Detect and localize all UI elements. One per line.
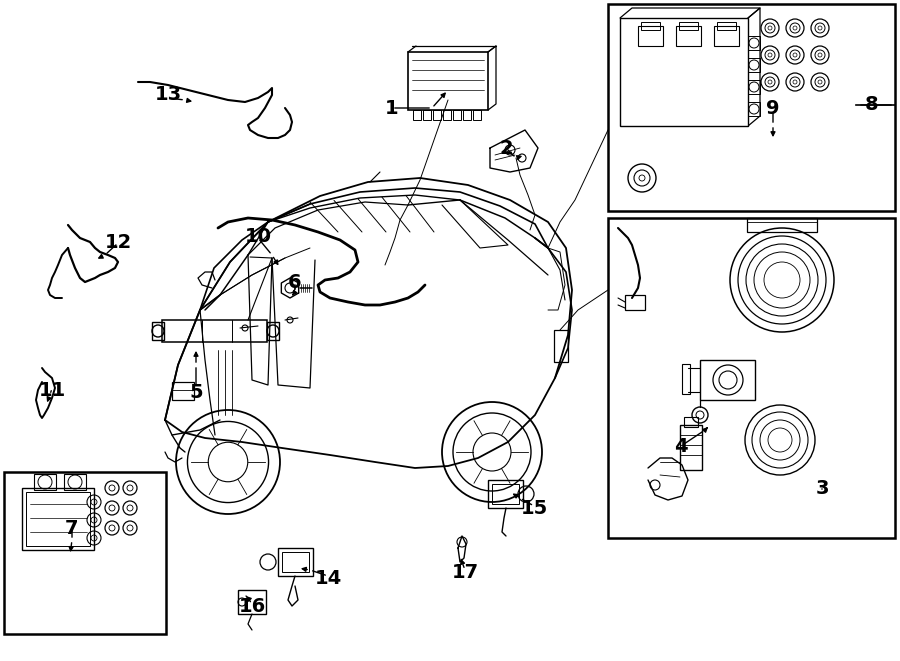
Text: 5: 5: [189, 383, 202, 401]
Bar: [443, 110, 451, 120]
Bar: [463, 110, 471, 120]
Bar: [700, 360, 755, 400]
Text: 2: 2: [500, 139, 513, 157]
Text: 13: 13: [155, 85, 182, 104]
Bar: [717, 22, 736, 30]
Bar: [620, 18, 748, 126]
Bar: [4, 472, 166, 634]
Text: 1: 1: [385, 98, 399, 118]
Bar: [714, 26, 739, 46]
Bar: [238, 590, 266, 614]
Text: 9: 9: [766, 98, 779, 118]
Bar: [684, 417, 698, 427]
Bar: [748, 36, 760, 50]
Bar: [267, 322, 279, 340]
Bar: [747, 218, 817, 232]
Bar: [278, 548, 313, 576]
Bar: [473, 110, 481, 120]
Text: 12: 12: [104, 233, 131, 253]
Bar: [413, 110, 421, 120]
Bar: [408, 52, 488, 110]
Bar: [26, 492, 90, 546]
Bar: [22, 488, 94, 550]
Bar: [433, 110, 441, 120]
Text: 7: 7: [65, 518, 79, 537]
Bar: [423, 110, 431, 120]
Text: 8: 8: [865, 95, 878, 114]
Bar: [64, 474, 86, 490]
Bar: [748, 80, 760, 94]
Bar: [679, 22, 698, 30]
Text: 4: 4: [674, 436, 688, 455]
Bar: [748, 102, 760, 116]
Bar: [638, 26, 663, 46]
Bar: [492, 484, 519, 504]
Bar: [453, 110, 461, 120]
Bar: [152, 322, 164, 340]
Text: 14: 14: [314, 568, 342, 588]
Bar: [282, 552, 309, 572]
Bar: [625, 295, 645, 310]
Text: 10: 10: [245, 227, 272, 245]
Bar: [608, 4, 895, 211]
Bar: [34, 474, 56, 490]
Bar: [608, 218, 895, 538]
Text: 3: 3: [815, 479, 829, 498]
Bar: [676, 26, 701, 46]
Bar: [488, 480, 523, 508]
Bar: [682, 364, 690, 394]
Bar: [172, 382, 194, 400]
Text: 6: 6: [288, 272, 302, 292]
Text: 16: 16: [238, 596, 266, 615]
Text: 15: 15: [520, 498, 547, 518]
Bar: [748, 58, 760, 72]
Bar: [641, 22, 660, 30]
Bar: [162, 320, 267, 342]
Bar: [680, 425, 702, 470]
Text: 11: 11: [39, 381, 66, 399]
Text: 17: 17: [452, 563, 479, 582]
Bar: [554, 330, 568, 362]
